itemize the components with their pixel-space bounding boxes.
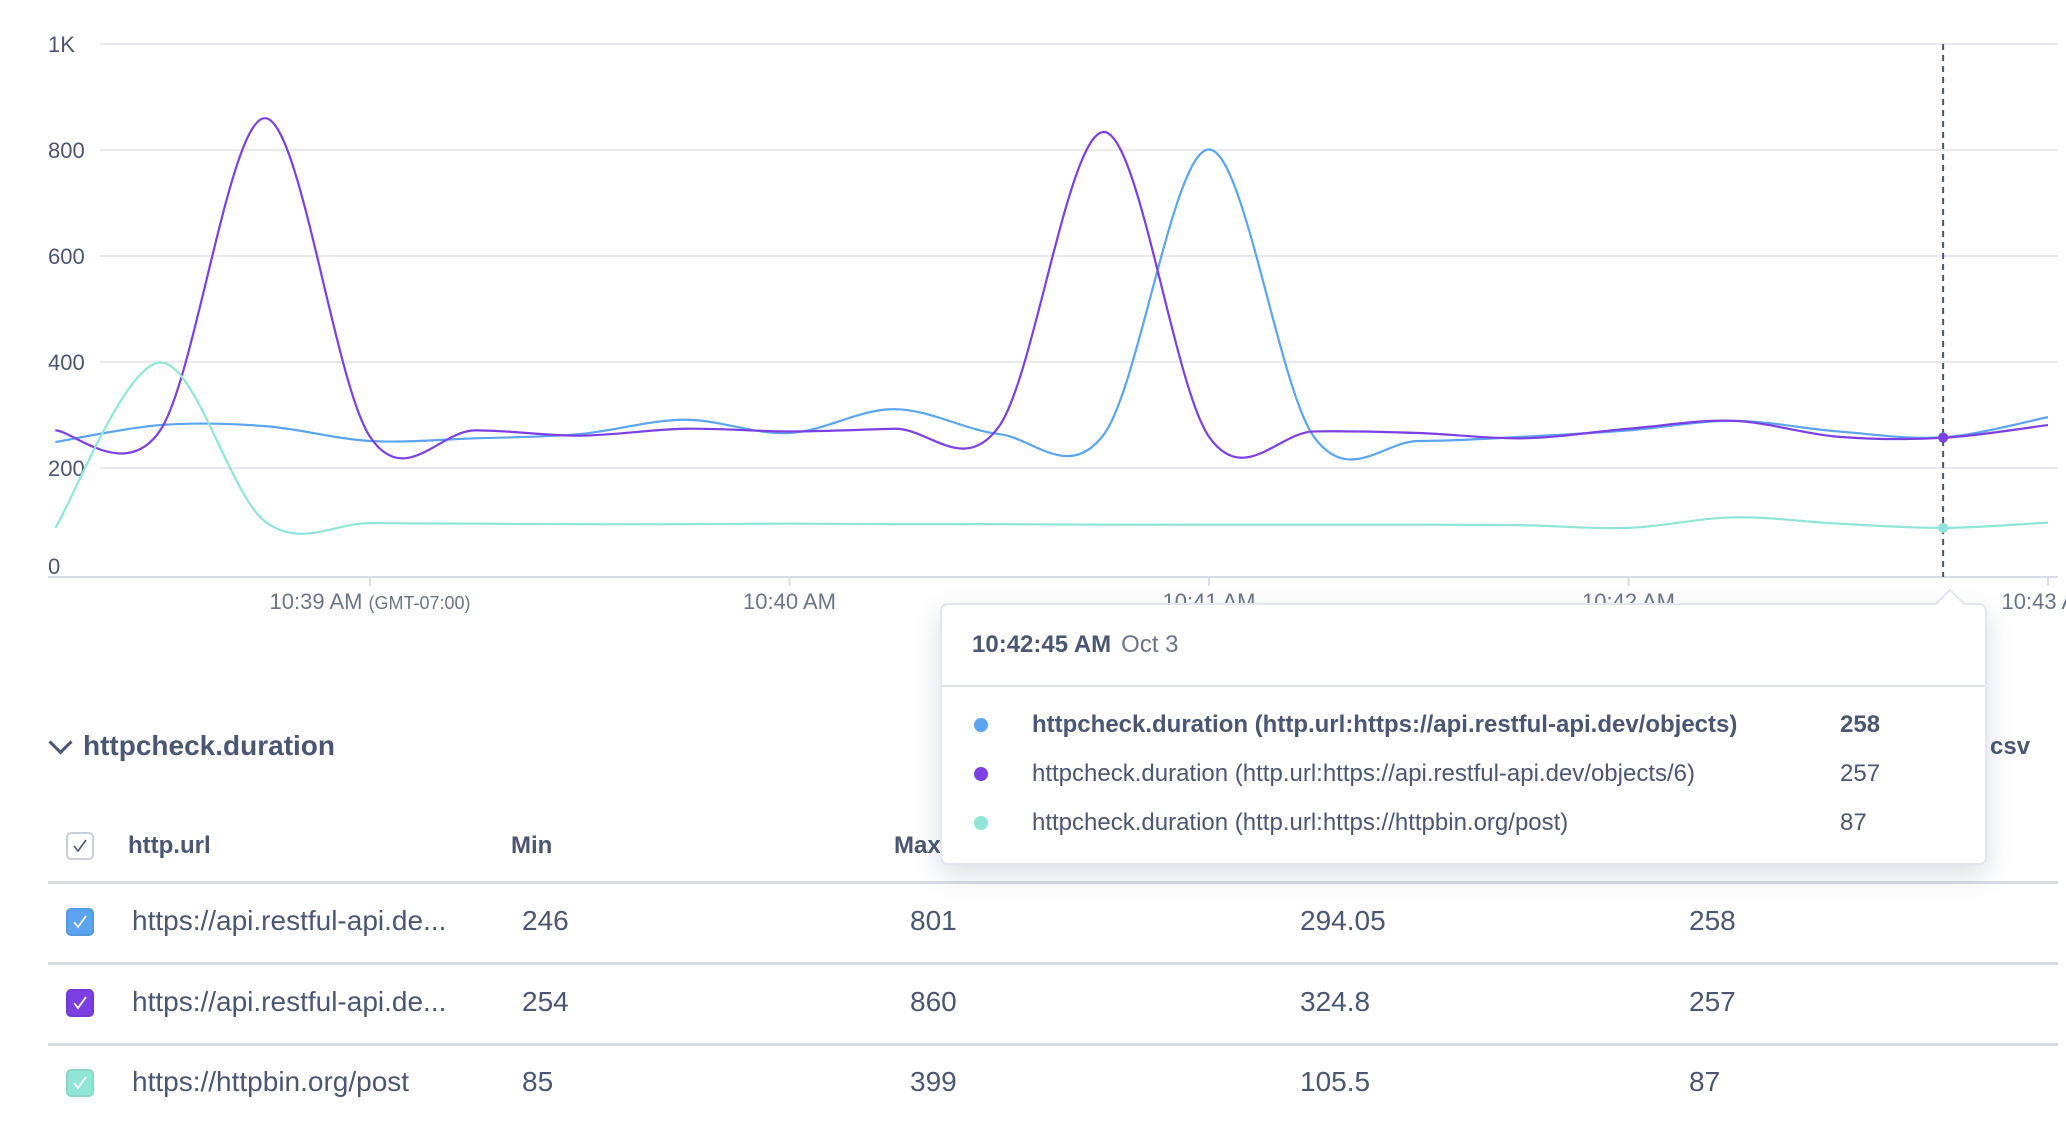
x-tick-label: 10:40 AM bbox=[743, 589, 836, 614]
check-icon bbox=[73, 1076, 87, 1090]
series-color-dot-icon bbox=[974, 718, 988, 732]
y-tick-label: 400 bbox=[48, 350, 85, 375]
line-chart: 0 200 400 600 800 1K 10:39 AM (GMT-07:00) 10:40… bbox=[48, 32, 2066, 614]
chart-tooltip: 10:42:45 AM Oct 3 httpcheck.duration (htt… bbox=[940, 588, 1987, 865]
row-checkbox[interactable] bbox=[66, 908, 94, 936]
tooltip-series-label: httpcheck.duration (http.url:https://htt… bbox=[1032, 809, 1569, 836]
metric-section-header[interactable]: httpcheck.duration bbox=[48, 729, 336, 762]
y-tick-label: 0 bbox=[48, 554, 60, 579]
tooltip-series-label: httpcheck.duration (http.url:https://api… bbox=[1032, 711, 1738, 738]
series-color-dot-icon bbox=[974, 767, 988, 781]
row-avg: 294.05 bbox=[1300, 905, 1386, 936]
row-max: 399 bbox=[910, 1066, 957, 1097]
divider bbox=[48, 881, 2058, 884]
series-color-dot-icon bbox=[974, 816, 988, 830]
row-min: 246 bbox=[522, 905, 569, 936]
export-csv-button[interactable]: csv bbox=[1990, 733, 2031, 760]
row-latest: 257 bbox=[1689, 986, 1736, 1017]
tooltip-date: Oct 3 bbox=[1121, 631, 1179, 658]
divider bbox=[48, 1043, 2058, 1046]
y-tick-label: 200 bbox=[48, 456, 85, 481]
x-tick-label: 10:43 AM bbox=[2002, 589, 2066, 614]
y-tick-label: 800 bbox=[48, 138, 85, 163]
row-latest: 87 bbox=[1689, 1066, 1721, 1097]
y-tick-label: 1K bbox=[48, 32, 75, 57]
tooltip-series-value: 258 bbox=[1840, 711, 1881, 738]
metric-title: httpcheck.duration bbox=[83, 730, 336, 761]
x-tick-label: 10:39 AM (GMT-07:00) bbox=[270, 589, 471, 614]
check-icon bbox=[73, 839, 87, 853]
select-all-checkbox[interactable] bbox=[66, 832, 94, 860]
series-line-2 bbox=[54, 361, 2049, 535]
column-header-min[interactable]: Min bbox=[511, 832, 553, 859]
divider bbox=[48, 962, 2058, 965]
row-avg: 324.8 bbox=[1300, 986, 1371, 1017]
tooltip-series-label: httpcheck.duration (http.url:https://api… bbox=[1032, 760, 1696, 787]
row-min: 85 bbox=[522, 1066, 554, 1097]
tooltip-time: 10:42:45 AM bbox=[972, 631, 1112, 658]
crosshair-point-2 bbox=[1938, 522, 1949, 533]
row-avg: 105.5 bbox=[1300, 1066, 1371, 1097]
chevron-down-icon[interactable] bbox=[48, 729, 73, 755]
row-latest: 258 bbox=[1689, 905, 1736, 936]
check-icon bbox=[73, 915, 87, 929]
series-line-1 bbox=[55, 117, 2049, 460]
row-url: https://httpbin.org/post bbox=[132, 1066, 410, 1097]
row-url: https://api.restful-api.de... bbox=[132, 905, 447, 936]
y-tick-label: 600 bbox=[48, 244, 85, 269]
row-min: 254 bbox=[522, 986, 569, 1017]
row-max: 801 bbox=[910, 905, 957, 936]
tooltip-row: httpcheck.duration (http.url:https://api… bbox=[974, 711, 1880, 739]
column-header-url[interactable]: http.url bbox=[128, 832, 211, 859]
row-checkbox[interactable] bbox=[66, 1069, 94, 1097]
crosshair-point-1 bbox=[1938, 432, 1949, 443]
tooltip-row: httpcheck.duration (http.url:https://htt… bbox=[974, 809, 1867, 837]
tooltip-series-value: 257 bbox=[1840, 760, 1881, 787]
check-icon bbox=[73, 996, 87, 1010]
column-header-max[interactable]: Max bbox=[894, 832, 941, 859]
tooltip-series-value: 87 bbox=[1840, 809, 1867, 836]
row-url: https://api.restful-api.de... bbox=[132, 986, 447, 1017]
tooltip-row: httpcheck.duration (http.url:https://api… bbox=[974, 760, 1880, 788]
series-line-0 bbox=[55, 148, 2049, 461]
divider bbox=[942, 685, 1985, 687]
row-checkbox[interactable] bbox=[66, 989, 94, 1017]
row-max: 860 bbox=[910, 986, 957, 1017]
